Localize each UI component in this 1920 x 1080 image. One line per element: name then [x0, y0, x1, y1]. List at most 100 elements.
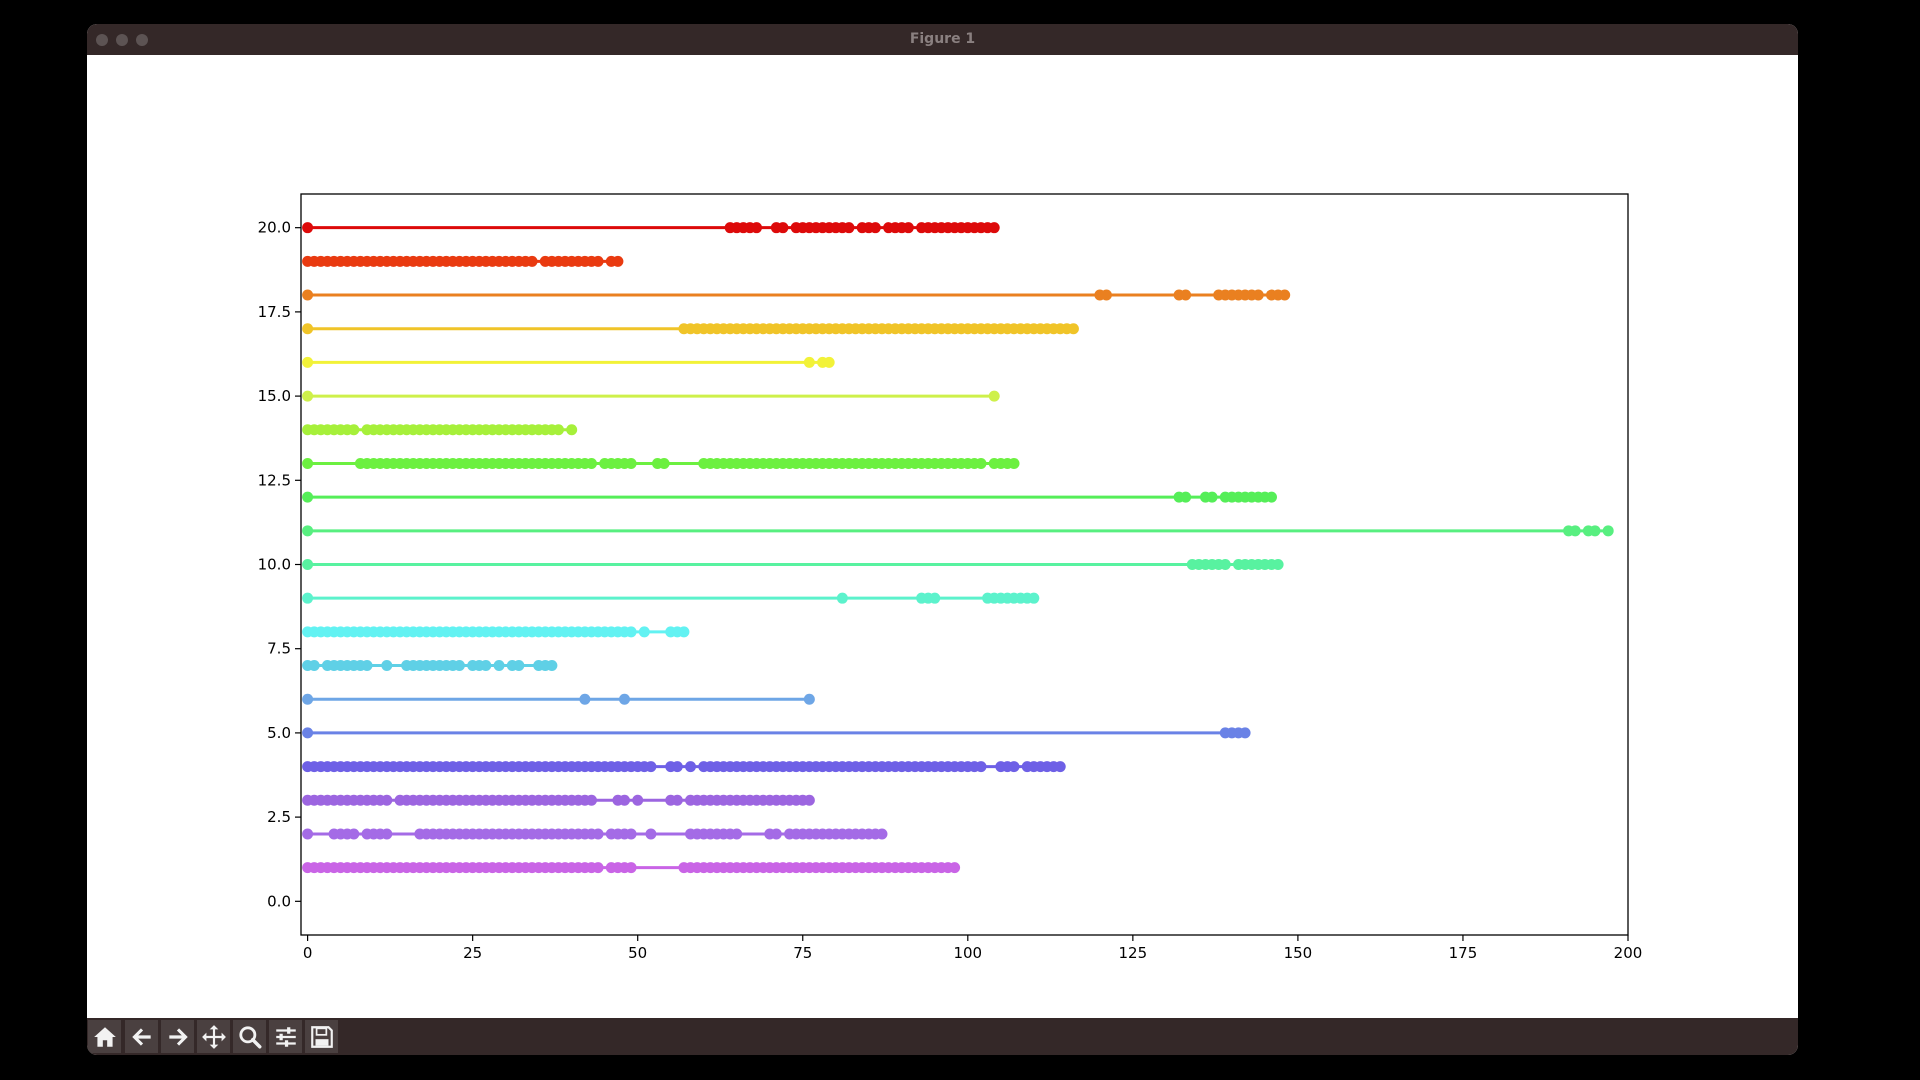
zoom-button[interactable] — [233, 1020, 266, 1053]
data-point — [975, 457, 987, 469]
data-point — [1206, 491, 1218, 503]
data-point — [513, 660, 525, 672]
data-point — [381, 660, 393, 672]
series-row-7 — [302, 660, 558, 672]
data-point — [658, 457, 670, 469]
data-point — [480, 660, 492, 672]
y-tick-label: 5.0 — [267, 724, 291, 742]
y-tick-label: 20.0 — [258, 219, 291, 237]
data-point — [453, 660, 465, 672]
chart-area: 0 25 50 75 100 125 150 175 200 0.0 2.5 5.0 7.5 10.0 1… — [258, 193, 1642, 962]
data-point — [975, 761, 987, 773]
data-point — [302, 491, 314, 503]
plot-series-group — [302, 222, 1614, 874]
back-button[interactable] — [125, 1020, 158, 1053]
series-row-18 — [302, 289, 1291, 301]
series-row-20 — [302, 222, 1000, 234]
data-point — [552, 424, 564, 436]
data-point — [585, 457, 597, 469]
data-point — [302, 693, 314, 705]
data-point — [302, 828, 314, 840]
data-point — [678, 626, 690, 638]
data-point — [302, 457, 314, 469]
x-tick-label: 75 — [793, 944, 812, 962]
data-point — [803, 356, 815, 368]
forward-button[interactable] — [161, 1020, 194, 1053]
data-point — [1602, 525, 1614, 537]
series-row-9 — [302, 592, 1040, 604]
data-point — [803, 794, 815, 806]
data-point — [1008, 457, 1020, 469]
data-point — [1279, 289, 1291, 301]
home-button[interactable] — [88, 1020, 121, 1053]
data-point — [625, 828, 637, 840]
close-window-button[interactable] — [96, 34, 108, 46]
data-point — [585, 794, 597, 806]
data-point — [823, 356, 835, 368]
data-point — [770, 828, 782, 840]
x-tick-label: 25 — [463, 944, 482, 962]
navigation-toolbar — [87, 1018, 1798, 1055]
window-title: Figure 1 — [909, 31, 976, 47]
series-row-6 — [302, 693, 815, 705]
data-point — [731, 828, 743, 840]
data-point — [579, 693, 591, 705]
data-point — [1569, 525, 1581, 537]
zoom-magnifier-icon — [238, 1025, 261, 1048]
series-row-19 — [302, 255, 624, 267]
data-point — [592, 862, 604, 874]
data-point — [612, 255, 624, 267]
minimize-window-button[interactable] — [116, 34, 128, 46]
series-row-11 — [302, 525, 1614, 537]
series-row-14 — [302, 424, 578, 436]
data-point — [1272, 559, 1284, 570]
x-tick-label: 100 — [953, 944, 982, 962]
data-point — [671, 794, 683, 806]
data-point — [302, 727, 314, 739]
data-point — [988, 222, 1000, 234]
y-tick-label: 2.5 — [267, 808, 291, 826]
data-point — [902, 222, 914, 234]
figure-canvas: 0 25 50 75 100 125 150 175 200 0.0 2.5 5.0 7.5 10.0 1… — [87, 55, 1798, 1018]
data-point — [302, 289, 314, 301]
save-button[interactable] — [305, 1020, 338, 1053]
y-tick-label: 17.5 — [258, 303, 291, 321]
data-point — [348, 424, 360, 436]
data-point — [803, 693, 815, 705]
x-tick-label: 0 — [303, 944, 313, 962]
data-point — [302, 356, 314, 368]
data-point — [1100, 289, 1112, 301]
x-tick-label: 125 — [1119, 944, 1148, 962]
data-point — [632, 794, 644, 806]
pan-button[interactable] — [197, 1020, 230, 1053]
series-row-8 — [302, 626, 690, 638]
configure-subplots-icon — [275, 1026, 296, 1047]
data-point — [671, 761, 683, 773]
y-axis-ticks: 0.0 2.5 5.0 7.5 10.0 12.5 15.0 17.5 20.0 — [258, 219, 301, 910]
data-point — [685, 761, 697, 773]
series-row-1 — [302, 862, 961, 874]
data-point — [302, 222, 314, 234]
data-point — [843, 222, 855, 234]
data-point — [1219, 559, 1231, 570]
maximize-window-button[interactable] — [136, 34, 148, 46]
data-point — [592, 255, 604, 267]
data-point — [308, 660, 320, 672]
data-point — [625, 626, 637, 638]
configure-subplots-button[interactable] — [269, 1020, 302, 1053]
y-tick-label: 12.5 — [258, 471, 291, 489]
x-tick-label: 150 — [1284, 944, 1313, 962]
data-point — [1180, 289, 1192, 301]
back-arrow-icon — [131, 1027, 151, 1046]
data-point — [566, 424, 578, 436]
data-point — [302, 390, 314, 402]
data-point — [1252, 289, 1264, 301]
y-tick-label: 10.0 — [258, 556, 291, 574]
data-point — [1028, 592, 1040, 604]
data-point — [348, 828, 360, 840]
data-point — [1265, 491, 1277, 503]
data-point — [592, 828, 604, 840]
data-point — [381, 794, 393, 806]
data-point — [625, 862, 637, 874]
data-point — [493, 660, 505, 672]
